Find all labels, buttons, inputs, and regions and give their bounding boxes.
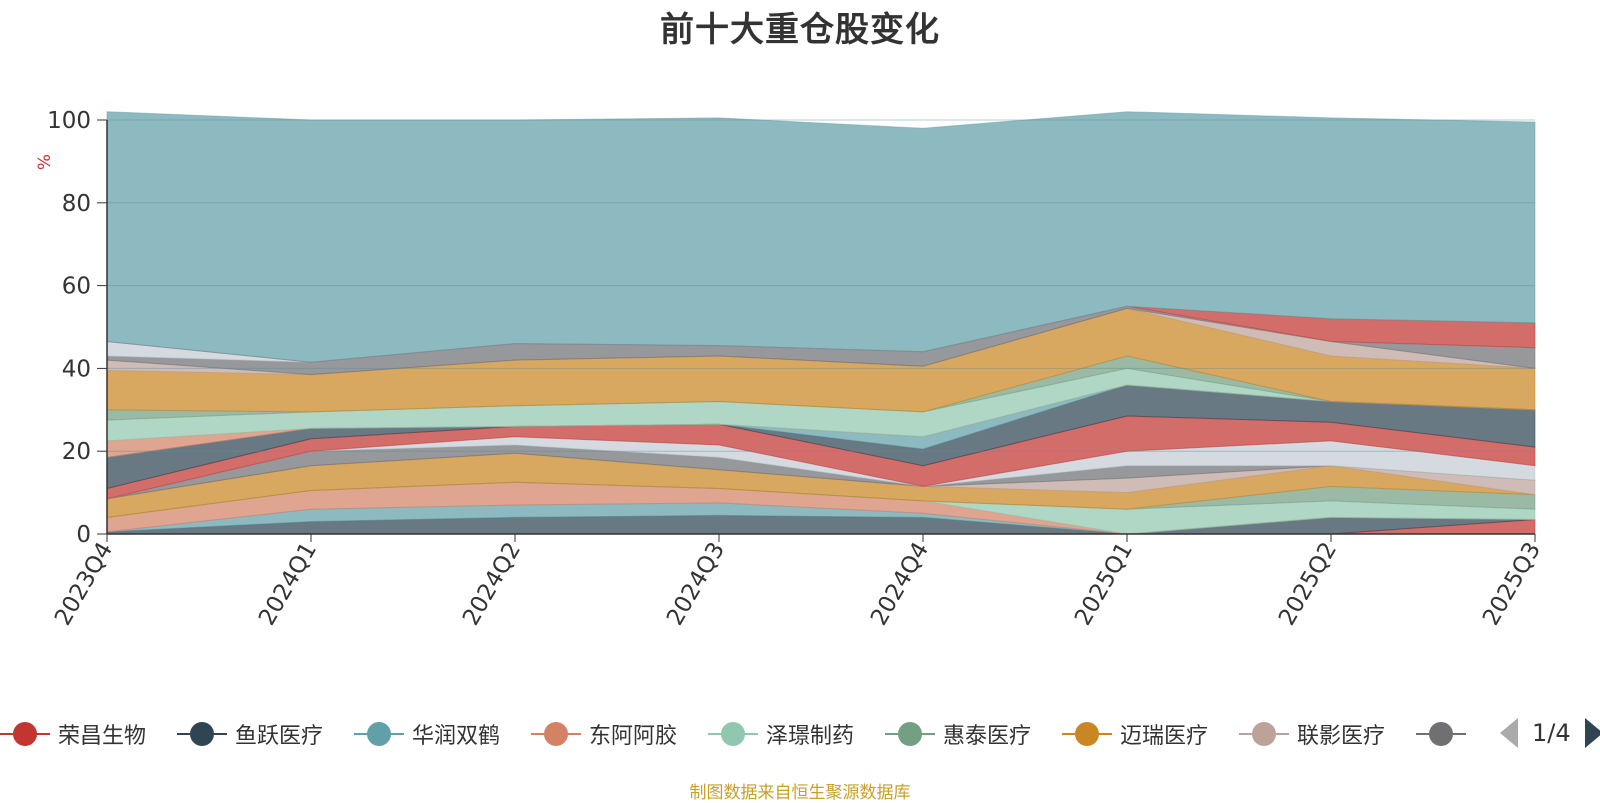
legend-item[interactable]: 义 — [1416, 712, 1468, 756]
data-source-note: 制图数据来自恒生聚源数据库 — [689, 783, 911, 803]
y-tick-label: 60 — [62, 274, 91, 300]
legend-next-page-icon[interactable] — [1584, 718, 1600, 748]
legend-label: 荣昌生物 — [58, 724, 147, 749]
y-tick-label: 100 — [47, 108, 91, 134]
legend-item[interactable]: 华润双鹤 — [354, 712, 500, 756]
legend-item[interactable]: 鱼跃医疗 — [177, 712, 323, 756]
legend-items: 荣昌生物 鱼跃医疗 华润双鹤 东阿阿胶 泽璟制药 惠泰医疗 迈瑞医疗 联影医疗 义 — [0, 712, 1468, 756]
legend-marker-icon — [708, 721, 758, 747]
legend-marker-icon — [177, 721, 227, 747]
legend-marker-icon — [1239, 721, 1289, 747]
legend-marker-icon — [1416, 721, 1466, 747]
legend-page-indicator: 1/4 — [1532, 719, 1571, 747]
legend-item[interactable]: 迈瑞医疗 — [1062, 712, 1208, 756]
y-tick-label: 80 — [62, 191, 91, 217]
chart-plot: 0 20 40 60 80 100 2023Q4 2024Q1 2024Q2 2024Q3 2024… — [35, 108, 1546, 630]
legend-item[interactable]: 联影医疗 — [1239, 712, 1385, 756]
legend-marker-icon — [354, 721, 404, 747]
x-tick-label: 2024Q1 — [254, 538, 322, 630]
x-tick-label: 2025Q3 — [1478, 538, 1546, 630]
x-tick-label: 2024Q3 — [662, 538, 730, 630]
x-tick-label: 2025Q1 — [1070, 538, 1138, 630]
y-axis-unit-label: % — [35, 154, 55, 170]
y-tick-label: 20 — [62, 439, 91, 465]
legend-pager: 1/4 — [1500, 716, 1600, 750]
legend-marker-icon — [1062, 721, 1112, 747]
legend-item[interactable]: 惠泰医疗 — [885, 712, 1031, 756]
y-tick-label: 0 — [76, 522, 91, 548]
x-tick-label: 2024Q4 — [866, 538, 934, 630]
x-tick-label: 2023Q4 — [50, 538, 118, 630]
legend: 荣昌生物 鱼跃医疗 华润双鹤 东阿阿胶 泽璟制药 惠泰医疗 迈瑞医疗 联影医疗 义 — [0, 712, 1600, 756]
legend-prev-page-icon[interactable] — [1500, 718, 1518, 748]
area-series-22 — [106, 111, 1536, 363]
legend-label: 惠泰医疗 — [943, 724, 1032, 749]
gridlines — [107, 119, 1535, 452]
x-tick-label: 2025Q2 — [1274, 538, 1342, 630]
legend-label: 鱼跃医疗 — [235, 724, 324, 749]
legend-label: 联影医疗 — [1297, 724, 1386, 749]
legend-marker-icon — [0, 721, 50, 747]
legend-label: 泽璟制药 — [766, 724, 855, 749]
legend-label: 东阿阿胶 — [589, 724, 678, 749]
legend-item[interactable]: 荣昌生物 — [0, 712, 146, 756]
legend-label: 迈瑞医疗 — [1120, 724, 1209, 749]
x-tick-label: 2024Q2 — [458, 538, 526, 630]
y-tick-label: 40 — [62, 356, 91, 382]
area-series-layer — [106, 111, 1536, 535]
legend-item[interactable]: 东阿阿胶 — [531, 712, 677, 756]
legend-marker-icon — [885, 721, 935, 747]
legend-marker-icon — [531, 721, 581, 747]
legend-label: 华润双鹤 — [412, 724, 501, 749]
legend-item[interactable]: 泽璟制药 — [708, 712, 854, 756]
chart-title: 前十大重仓股变化 — [660, 10, 940, 50]
